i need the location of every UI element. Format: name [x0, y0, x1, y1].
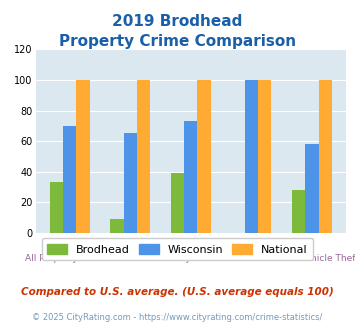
- Text: Property Crime Comparison: Property Crime Comparison: [59, 34, 296, 49]
- Text: Burglary: Burglary: [109, 241, 148, 250]
- Bar: [258, 80, 272, 233]
- Text: Arson: Arson: [240, 241, 266, 250]
- Bar: [171, 173, 184, 233]
- Text: © 2025 CityRating.com - https://www.cityrating.com/crime-statistics/: © 2025 CityRating.com - https://www.city…: [32, 313, 323, 322]
- Bar: [63, 126, 76, 233]
- Bar: [50, 182, 63, 233]
- Legend: Brodhead, Wisconsin, National: Brodhead, Wisconsin, National: [42, 238, 313, 260]
- Bar: [137, 80, 150, 233]
- Bar: [110, 219, 124, 233]
- Bar: [292, 190, 305, 233]
- Bar: [76, 80, 89, 233]
- Bar: [245, 80, 258, 233]
- Bar: [319, 80, 332, 233]
- Bar: [305, 144, 319, 233]
- Text: 2019 Brodhead: 2019 Brodhead: [112, 14, 243, 29]
- Text: All Property Crime: All Property Crime: [25, 254, 108, 263]
- Bar: [124, 133, 137, 233]
- Text: Larceny & Theft: Larceny & Theft: [155, 254, 227, 263]
- Bar: [184, 121, 197, 233]
- Text: Motor Vehicle Theft: Motor Vehicle Theft: [271, 254, 355, 263]
- Text: Compared to U.S. average. (U.S. average equals 100): Compared to U.S. average. (U.S. average …: [21, 287, 334, 297]
- Bar: [197, 80, 211, 233]
